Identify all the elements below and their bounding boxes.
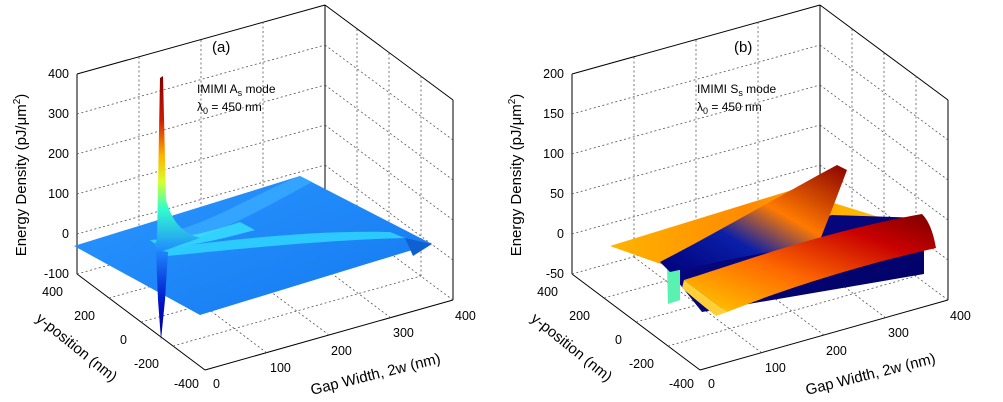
z-tick-label: 150: [543, 107, 564, 121]
z-tick-label: 200: [543, 67, 564, 81]
x-tick-label: 300: [888, 326, 909, 340]
z-tick-label: 100: [543, 147, 564, 161]
x-tick-label: 400: [950, 309, 971, 323]
y-tick-label: 400: [42, 285, 63, 299]
panel-label-a: (a): [212, 39, 230, 56]
x-tick-label: 0: [213, 377, 220, 391]
x-tick-label: 200: [331, 344, 352, 358]
axes-box-b: [571, 4, 949, 371]
surface-spike-up-a: [154, 76, 200, 252]
z-tick-label: 50: [550, 187, 564, 201]
z-tick-label: 400: [48, 67, 69, 81]
x-tick-label: 200: [826, 344, 847, 358]
wavelength-annotation-a: λ0 = 450 nm: [197, 100, 262, 116]
z-tick-label: 300: [48, 107, 69, 121]
x-axis-label-b: Gap Width, 2w (nm): [804, 350, 938, 399]
z-tick-labels-a: 400 300 200 100 0 -100: [44, 67, 69, 281]
x-tick-label: 100: [270, 361, 291, 375]
panel-label-b: (b): [734, 39, 752, 56]
y-tick-label: -400: [669, 377, 694, 391]
z-tick-label: 200: [48, 147, 69, 161]
surface-b: [610, 165, 936, 316]
y-tick-label: 200: [74, 309, 95, 323]
mode-annotation-b: IMIMI Ss mode: [697, 82, 777, 98]
z-tick-labels-b: 200 150 100 50 0 -50: [543, 67, 564, 281]
wavelength-annotation-b: λ0 = 450 nm: [697, 100, 762, 116]
chart-panel-b: 200 150 100 50 0 -50 400 200 0 -200 -400…: [502, 0, 1003, 402]
y-tick-label: -200: [134, 357, 159, 371]
surface-ridge-a: [170, 176, 312, 242]
y-tick-labels-b: 400 200 0 -200 -400: [537, 285, 694, 391]
z-tick-label: 0: [557, 227, 564, 241]
grid-lines-b: [571, 22, 949, 354]
y-tick-label: 200: [569, 309, 590, 323]
surface-front-b: [682, 280, 727, 316]
surface-spike-down-a: [156, 250, 168, 340]
y-tick-label: 0: [120, 333, 127, 347]
y-tick-label: 0: [615, 333, 622, 347]
surface-plot-a: 400 300 200 100 0 -100 400 200 0 -200 -4…: [12, 4, 476, 399]
x-tick-labels-a: 0 100 200 300 400: [213, 309, 476, 391]
surface-band-a: [160, 231, 405, 256]
surface-plot-b: 200 150 100 50 0 -50 400 200 0 -200 -400…: [507, 4, 971, 399]
x-axis-label-a: Gap Width, 2w (nm): [309, 350, 443, 399]
mode-annotation-a: IMIMI As mode: [197, 82, 276, 98]
y-tick-labels-a: 400 200 0 -200 -400: [42, 285, 199, 391]
surface-ridge-2-b: [684, 214, 936, 312]
z-tick-label: 100: [48, 187, 69, 201]
surface-edge-a: [405, 238, 432, 256]
x-tick-label: 100: [765, 361, 786, 375]
z-tick-label: 0: [62, 227, 69, 241]
z-tick-label: -100: [44, 267, 69, 281]
y-tick-label: -200: [629, 357, 654, 371]
y-tick-label: -400: [174, 377, 199, 391]
x-tick-labels-b: 0 100 200 300 400: [708, 309, 971, 391]
chart-panel-a: 400 300 200 100 0 -100 400 200 0 -200 -4…: [0, 0, 501, 402]
surface-cyan-edge-b: [667, 264, 680, 304]
x-tick-label: 0: [708, 377, 715, 391]
z-tick-label: -50: [546, 267, 564, 281]
z-axis-label-a: Energy Density (pJ/μm2): [12, 94, 30, 257]
surface-a: [74, 76, 432, 340]
x-tick-label: 300: [393, 326, 414, 340]
z-axis-label-b: Energy Density (pJ/μm2): [507, 94, 525, 257]
y-tick-label: 400: [537, 285, 558, 299]
x-tick-label: 400: [455, 309, 476, 323]
